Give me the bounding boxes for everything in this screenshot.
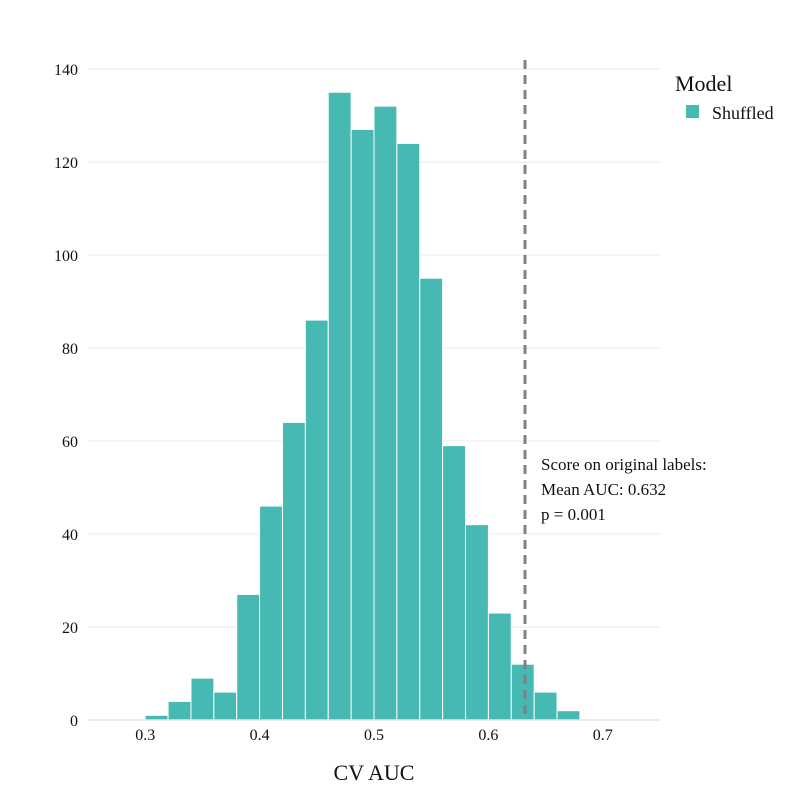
x-tick-label-0.7: 0.7 [593, 727, 613, 744]
x-tick-label-0.4: 0.4 [250, 727, 270, 744]
legend-swatch-shuffled [686, 105, 699, 118]
legend-title: Model [675, 71, 732, 96]
histogram-bar-12 [419, 277, 444, 721]
y-tick-label-40: 40 [62, 527, 78, 544]
histogram-bar-3 [213, 691, 238, 721]
legend-label-shuffled: Shuffled [712, 103, 774, 123]
annotation-line-2: p = 0.001 [541, 505, 606, 524]
histogram-bar-13 [442, 445, 467, 721]
reference-annotation: Score on original labels: Mean AUC: 0.632… [541, 455, 707, 524]
y-tick-label-140: 140 [54, 62, 78, 79]
histogram-bar-6 [281, 421, 306, 721]
histogram-bar-7 [304, 319, 329, 721]
histogram-bar-16 [510, 663, 535, 721]
x-tick-label-0.6: 0.6 [478, 727, 498, 744]
histogram-bar-1 [167, 700, 192, 721]
histogram-bar-17 [533, 691, 558, 721]
histogram-bar-15 [487, 612, 512, 721]
histogram-bar-5 [259, 505, 283, 721]
x-axis-title: CV AUC [334, 760, 415, 785]
y-tick-labels: 0 20 40 60 80 100 120 140 [54, 62, 78, 730]
x-tick-labels: 0.3 0.4 0.5 0.6 0.7 [135, 727, 613, 744]
y-tick-label-20: 20 [62, 620, 78, 637]
legend: Model Shuffled [675, 71, 774, 123]
x-tick-label-0.5: 0.5 [364, 727, 384, 744]
histogram-bar-18 [556, 710, 581, 721]
histogram-bar-9 [350, 128, 375, 721]
annotation-line-1: Mean AUC: 0.632 [541, 480, 666, 499]
histogram-bar-4 [236, 593, 261, 721]
annotation-line-0: Score on original labels: [541, 455, 707, 474]
y-tick-label-0: 0 [70, 713, 78, 730]
histogram-bar-14 [465, 524, 489, 721]
y-tick-label-60: 60 [62, 434, 78, 451]
y-tick-label-120: 120 [54, 155, 78, 172]
histogram-bar-10 [373, 105, 398, 721]
y-tick-label-80: 80 [62, 341, 78, 358]
histogram-bars [144, 91, 581, 721]
histogram-bar-2 [190, 677, 215, 721]
histogram-bar-11 [396, 142, 421, 721]
x-tick-label-0.3: 0.3 [135, 727, 155, 744]
histogram-bar-8 [327, 91, 352, 721]
y-tick-label-100: 100 [54, 248, 78, 265]
